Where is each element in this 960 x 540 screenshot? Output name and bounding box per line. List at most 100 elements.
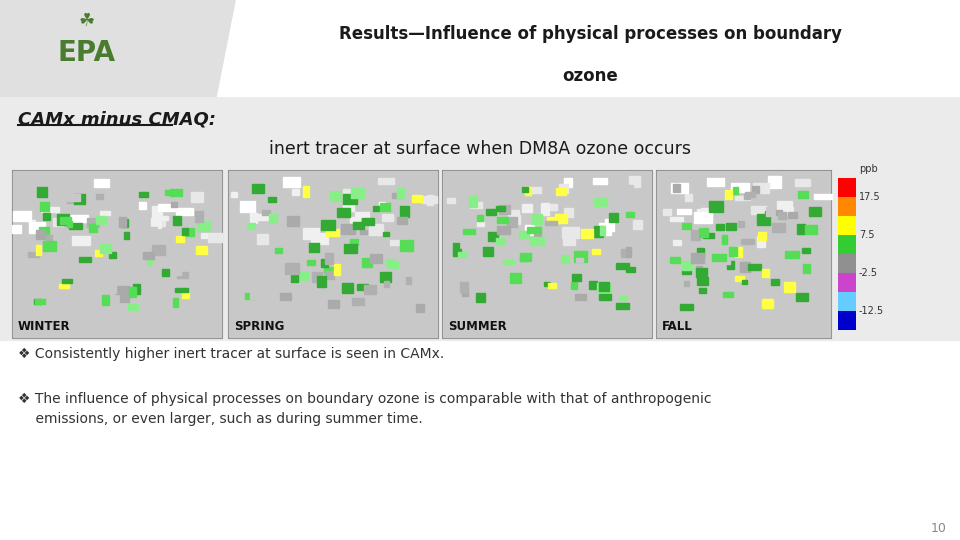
Bar — [593, 178, 607, 184]
Bar — [723, 254, 730, 264]
Bar — [70, 214, 88, 222]
Bar — [511, 215, 520, 224]
Bar — [748, 264, 761, 270]
Bar — [682, 222, 691, 230]
Bar — [69, 222, 82, 229]
Bar — [35, 299, 44, 303]
Bar — [351, 188, 364, 198]
Bar — [162, 269, 169, 276]
Bar — [276, 248, 282, 253]
Bar — [386, 259, 394, 266]
Bar — [758, 232, 766, 240]
Bar — [752, 186, 759, 193]
Bar — [345, 225, 355, 232]
Bar — [725, 190, 732, 199]
Bar — [486, 209, 495, 215]
Bar — [269, 214, 277, 223]
Bar — [380, 203, 390, 211]
Bar — [609, 213, 618, 222]
Bar — [773, 246, 785, 251]
Bar — [201, 233, 207, 238]
Bar — [378, 202, 385, 208]
Bar — [559, 184, 568, 193]
Bar — [412, 225, 421, 230]
Bar — [39, 202, 49, 212]
Bar — [621, 248, 628, 256]
Bar — [105, 284, 116, 293]
Bar — [13, 171, 221, 337]
Bar — [247, 224, 254, 228]
Bar — [37, 187, 47, 197]
Text: emissions, or even larger, such as during summer time.: emissions, or even larger, such as durin… — [18, 412, 422, 426]
Bar — [768, 176, 781, 188]
Bar — [677, 210, 691, 214]
Bar — [255, 214, 273, 220]
Bar — [39, 227, 49, 234]
Bar — [119, 217, 127, 227]
Bar — [152, 206, 162, 218]
Text: -12.5: -12.5 — [859, 306, 884, 316]
Bar — [544, 282, 550, 286]
Bar — [352, 222, 365, 230]
Bar — [170, 188, 181, 196]
Bar — [176, 236, 183, 242]
Bar — [697, 277, 708, 286]
Bar — [803, 248, 810, 253]
Bar — [598, 294, 611, 300]
Bar — [778, 212, 786, 219]
Bar — [683, 261, 692, 269]
Bar — [605, 219, 614, 231]
Text: ppb: ppb — [859, 164, 877, 174]
Bar — [322, 220, 335, 230]
Bar — [60, 284, 69, 288]
Bar — [799, 191, 807, 198]
Bar — [788, 212, 797, 219]
Bar — [715, 224, 724, 230]
Bar — [735, 247, 742, 257]
Bar — [343, 189, 361, 193]
Bar — [777, 210, 781, 214]
Bar — [360, 230, 367, 234]
Polygon shape — [173, 0, 235, 97]
Bar — [337, 208, 349, 218]
Bar — [66, 221, 72, 227]
Bar — [597, 282, 611, 293]
Bar — [102, 294, 109, 305]
Bar — [556, 188, 566, 194]
Bar — [504, 249, 517, 257]
Bar — [67, 194, 80, 201]
Bar — [740, 261, 751, 272]
Bar — [772, 223, 784, 232]
Bar — [681, 304, 692, 310]
Bar — [744, 194, 750, 199]
Bar — [129, 287, 136, 296]
Bar — [364, 286, 375, 294]
Bar — [548, 284, 556, 287]
Bar — [362, 218, 374, 225]
Bar — [262, 211, 271, 215]
Text: ozone: ozone — [563, 67, 618, 85]
Bar — [809, 207, 821, 216]
Bar — [696, 268, 708, 277]
Text: CAMx minus CMAQ:: CAMx minus CMAQ: — [18, 110, 216, 128]
Bar — [571, 281, 577, 289]
Bar — [343, 205, 354, 212]
Text: SUMMER: SUMMER — [448, 320, 507, 333]
Bar — [784, 282, 795, 292]
Bar — [657, 171, 830, 337]
Bar — [534, 230, 541, 239]
Bar — [165, 190, 174, 195]
Bar — [443, 171, 651, 337]
Bar — [691, 230, 700, 240]
Bar — [728, 261, 733, 269]
Bar — [562, 227, 579, 238]
Bar — [697, 209, 711, 219]
Bar — [311, 233, 327, 244]
Bar — [766, 207, 773, 217]
Bar — [384, 281, 390, 287]
Bar — [525, 225, 534, 235]
Bar — [838, 197, 856, 216]
Bar — [171, 201, 178, 207]
Text: 10: 10 — [931, 522, 947, 535]
Bar — [741, 239, 755, 244]
